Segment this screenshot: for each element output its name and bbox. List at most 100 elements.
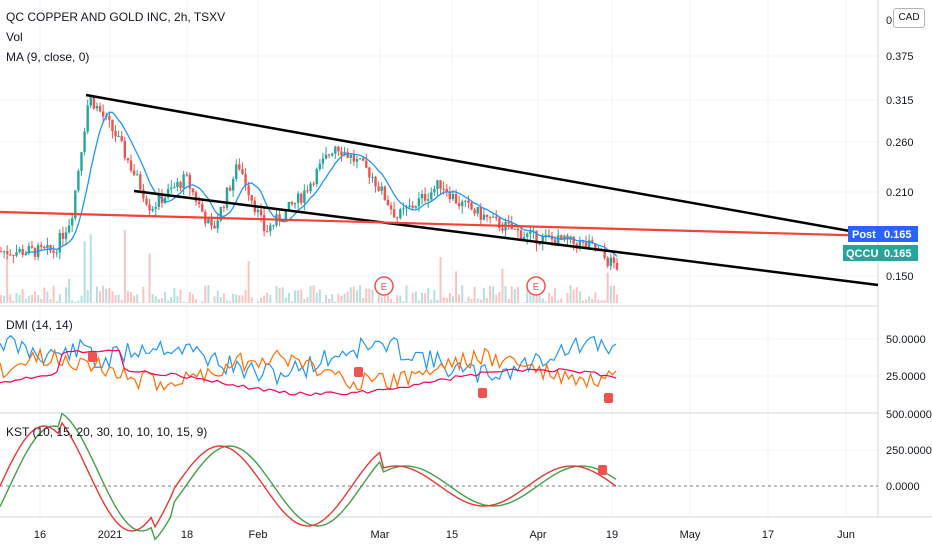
volume-bar <box>334 301 337 303</box>
candle-body <box>30 246 34 248</box>
candle-body <box>303 190 306 203</box>
candle-body <box>603 250 606 258</box>
candle-body <box>488 216 492 218</box>
candle-body <box>40 245 43 247</box>
volume-bar <box>498 292 501 303</box>
volume-bar <box>68 278 71 303</box>
volume-bar <box>123 230 126 303</box>
volume-bar <box>126 291 129 303</box>
volume-bar <box>235 294 238 303</box>
candle-body <box>448 192 452 200</box>
volume-bar <box>507 298 510 303</box>
candle-body <box>182 174 185 189</box>
dmi-plus-line <box>0 334 617 387</box>
volume-bar <box>585 299 588 303</box>
volume-bar <box>160 298 163 303</box>
candle-body <box>24 253 27 255</box>
candle-body <box>5 251 9 255</box>
candle-body <box>563 235 566 240</box>
candle-body <box>173 187 176 189</box>
candle-body <box>241 169 244 175</box>
volume-bar <box>179 289 182 303</box>
volume-bar <box>603 300 606 303</box>
candle-body <box>436 180 439 189</box>
support-line[interactable] <box>0 210 879 238</box>
volume-bar <box>95 286 98 303</box>
volume-bar <box>219 297 222 303</box>
candle-body <box>77 170 80 191</box>
volume-bar <box>362 297 365 303</box>
candle-body <box>55 252 58 254</box>
candle-body <box>210 219 213 226</box>
candle-body <box>176 181 179 188</box>
earnings-marker-1[interactable]: E <box>374 276 394 296</box>
volume-bar <box>402 301 405 303</box>
volume-bar <box>260 297 263 303</box>
candle-body <box>98 105 102 112</box>
svg-text:0.165: 0.165 <box>884 248 912 260</box>
kst-line <box>0 421 617 532</box>
candle-body <box>293 202 297 205</box>
volume-bar <box>331 294 334 303</box>
candle-body <box>538 243 541 245</box>
kst-tick: 0.0000 <box>886 481 920 493</box>
volume-bar <box>120 299 123 303</box>
candle-body <box>61 233 65 239</box>
volume-bar <box>225 300 228 303</box>
volume-bar <box>612 285 615 303</box>
candle-body <box>92 96 96 109</box>
kst-legend[interactable]: KST (10, 15, 20, 30, 10, 10, 10, 15, 9) <box>6 425 207 439</box>
candle-body <box>46 244 49 249</box>
candle-body <box>389 205 393 210</box>
candle-body <box>58 233 62 253</box>
volume-bar <box>27 295 30 303</box>
svg-text:E: E <box>381 282 388 293</box>
candlestick-series <box>0 94 619 272</box>
candle-body <box>269 225 272 232</box>
candle-body <box>405 207 408 209</box>
volume-bar <box>541 298 544 303</box>
candle-body <box>361 158 365 161</box>
volume-bar <box>281 287 284 303</box>
upper-trendline[interactable] <box>85 93 879 238</box>
candle-body <box>278 214 281 222</box>
volume-bar <box>442 297 445 303</box>
volume-bar <box>473 286 476 303</box>
price-tick: 0.260 <box>886 137 914 149</box>
volume-bar <box>43 287 46 303</box>
earnings-marker-2[interactable]: E <box>526 276 546 296</box>
lower-trendline[interactable] <box>133 189 879 287</box>
volume-bar <box>21 289 24 303</box>
candle-body <box>170 187 173 190</box>
ma-legend[interactable]: MA (9, close, 0) <box>6 50 90 64</box>
candle-body <box>83 131 86 153</box>
volume-bar <box>167 300 170 303</box>
dmi-legend[interactable]: DMI (14, 14) <box>6 318 73 332</box>
candle-body <box>584 241 588 248</box>
candle-body <box>609 257 613 266</box>
candle-body <box>526 233 529 237</box>
candle-body <box>507 222 510 224</box>
time-tick: May <box>680 529 701 541</box>
volume-legend[interactable]: Vol <box>6 30 23 44</box>
candle-body <box>591 240 594 244</box>
volume-bar <box>560 298 563 303</box>
candle-body <box>235 164 238 179</box>
volume-bar <box>544 301 547 303</box>
volume-bar <box>297 290 300 303</box>
volume-bar <box>83 241 86 303</box>
candle-body <box>52 250 55 253</box>
volume-bar <box>65 287 68 303</box>
volume-bar <box>213 296 216 303</box>
volume-bar <box>390 299 393 303</box>
chart-title[interactable]: QC COPPER AND GOLD INC, 2h, TSXV <box>6 10 226 24</box>
volume-bar <box>538 289 541 303</box>
volume-bar <box>30 294 33 303</box>
volume-bar <box>71 300 74 303</box>
currency-selector[interactable]: CAD <box>893 8 925 28</box>
candle-body <box>324 154 328 159</box>
svg-text:E: E <box>533 282 540 293</box>
candle-body <box>371 176 374 178</box>
volume-bar <box>396 295 399 303</box>
